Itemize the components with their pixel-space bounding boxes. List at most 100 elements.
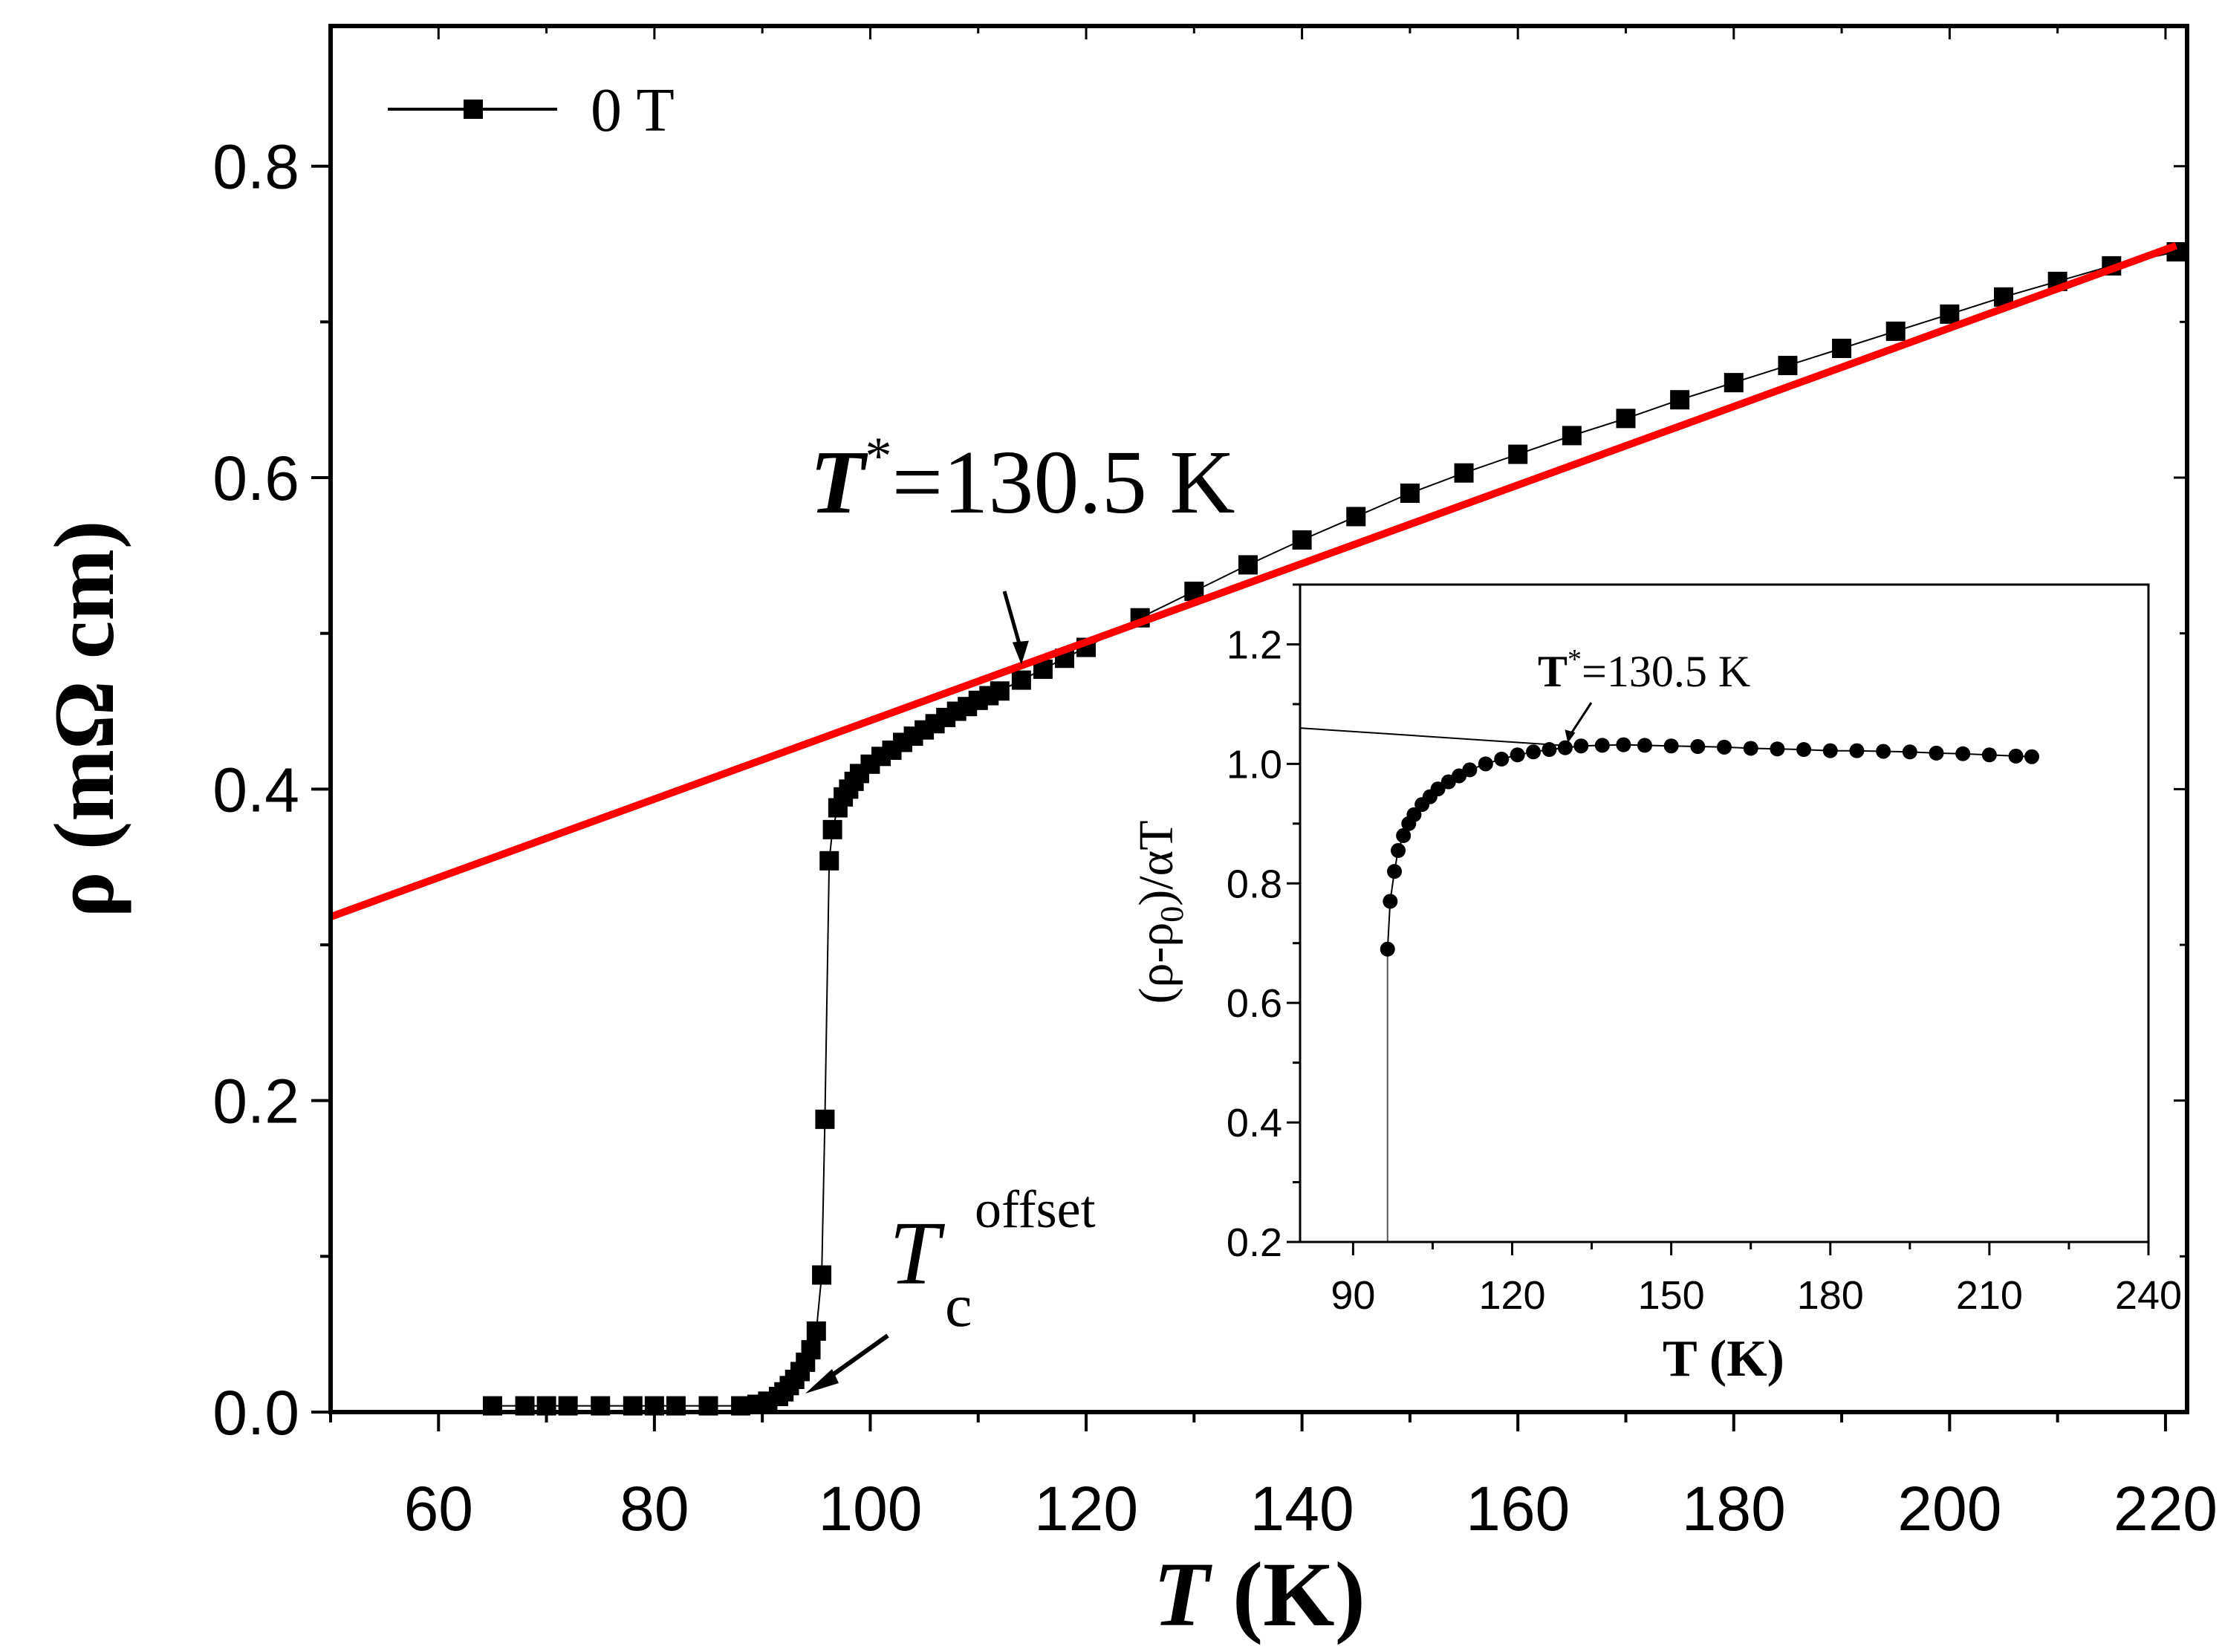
- y-tick-label: 0.0: [212, 1378, 299, 1448]
- x-axis-label-unit: (K): [1209, 1544, 1365, 1645]
- inset-series-point: [1955, 746, 1971, 761]
- inset-series-point: [2008, 748, 2024, 764]
- inset-series-point: [1478, 756, 1493, 772]
- main-data-series: [329, 241, 2186, 1416]
- tstar-symbol: T: [810, 432, 868, 533]
- y-tick-label: 0.6: [212, 443, 299, 513]
- inset-series-point: [1462, 762, 1478, 778]
- x-tick-label: 160: [1466, 1474, 1570, 1544]
- inset-series-point: [1770, 741, 1785, 757]
- inset-tstar-superscript: *: [1568, 644, 1582, 675]
- y-tick-label: 0.4: [212, 755, 299, 825]
- inset-x-tick-label: 150: [1638, 1273, 1705, 1318]
- inset-tangent-line: [1299, 727, 1571, 747]
- series-0T-point: [1670, 390, 1690, 410]
- series-0T-point: [822, 819, 842, 839]
- inset-axis-ticks: [1287, 583, 2150, 1255]
- x-tick-label: 120: [1034, 1474, 1138, 1544]
- inset-series-point: [1510, 747, 1525, 763]
- tstar-arrowhead: [1012, 640, 1029, 665]
- series-0T-point: [1885, 321, 1906, 341]
- inset-plot: 90 120 150 180 210 240 0.2 0.4 0.6 0.8 1.0 1.2 T (K…: [1129, 583, 2182, 1388]
- inset-series-point: [1557, 740, 1573, 755]
- inset-y-tick-label: 0.2: [1227, 1220, 1282, 1265]
- x-tick-label: 200: [1897, 1474, 2001, 1544]
- inset-series-point: [1743, 741, 1758, 756]
- inset-series-point: [1387, 864, 1403, 879]
- tstar-arrow: [1002, 591, 1024, 652]
- series-0T-point: [1616, 409, 1636, 429]
- inset-series-point: [1849, 743, 1865, 758]
- main-tick-labels: 60 80 100 120 140 160 180 200 220 0.0 0.2 0.4 0.6 0.8: [212, 132, 2218, 1544]
- inset-tstar-symbol: T: [1538, 647, 1568, 696]
- y-tick-label: 0.2: [212, 1067, 299, 1136]
- series-0T-point: [1832, 339, 1852, 359]
- inset-background: [1300, 585, 2148, 1242]
- x-tick-label: 220: [2114, 1474, 2218, 1544]
- x-axis-label-symbol: T: [1153, 1544, 1212, 1645]
- series-0T-point: [1562, 426, 1582, 446]
- inset-data-series: [1299, 727, 2039, 1242]
- inset-series-point: [1594, 738, 1610, 753]
- inset-y-label-subscript: 0: [1154, 906, 1190, 923]
- legend-label: 0 T: [591, 76, 675, 145]
- tstar-label: T*=130.5 K: [810, 426, 1235, 533]
- series-0T-point: [1940, 304, 1960, 324]
- main-plot-frame: [328, 24, 2189, 1414]
- inset-series-point: [1929, 745, 1944, 761]
- inset-series-point: [1663, 738, 1679, 754]
- inset-x-tick-label: 210: [1956, 1273, 2023, 1318]
- tstar-annotation: T*=130.5 K: [810, 426, 1235, 665]
- series-0T-point: [801, 1340, 821, 1360]
- inset-tstar-value: =130.5 K: [1582, 647, 1750, 696]
- inset-series-point: [2024, 749, 2039, 764]
- series-0T-point: [1724, 373, 1744, 393]
- inset-tstar-arrow: [1570, 702, 1593, 735]
- inset-series-point: [1573, 738, 1589, 754]
- inset-series-point: [1902, 744, 1917, 760]
- inset-x-tick-label: 240: [2115, 1273, 2182, 1318]
- inset-series-point: [1383, 894, 1398, 909]
- inset-tstar-label: T*=130.5 K: [1538, 644, 1750, 696]
- inset-series-point: [1391, 843, 1406, 859]
- inset-y-tick-label: 1.2: [1227, 622, 1282, 667]
- tstar-value: =130.5 K: [892, 432, 1235, 533]
- series-0T-point: [990, 681, 1010, 701]
- series-0T-point: [1292, 530, 1312, 550]
- x-tick-label: 80: [620, 1474, 689, 1544]
- inset-y-tick-label: 0.4: [1227, 1101, 1282, 1145]
- tc-subscript: c: [945, 1272, 972, 1339]
- x-tick-label: 60: [404, 1474, 473, 1544]
- inset-tick-labels: 90 120 150 180 210 240 0.2 0.4 0.6 0.8 1.0 1.2: [1227, 622, 2182, 1318]
- inset-y-axis-label: (ρ-ρ0)/αT: [1129, 820, 1190, 1004]
- series-0T-point: [1346, 507, 1366, 527]
- series-0T-point: [815, 1109, 835, 1129]
- legend: 0 T: [388, 76, 675, 145]
- inset-series-point: [1717, 739, 1732, 755]
- series-0T-point: [806, 1321, 826, 1341]
- inset-series-point: [1380, 941, 1395, 957]
- inset-series-point: [1396, 827, 1412, 843]
- series-0T-point: [812, 1265, 832, 1285]
- inset-series-point: [1526, 744, 1542, 760]
- inset-y-tick-label: 1.0: [1227, 742, 1282, 787]
- inset-series-point: [1494, 751, 1510, 767]
- inset-y-tick-label: 0.6: [1227, 981, 1282, 1026]
- inset-x-tick-label: 120: [1478, 1273, 1545, 1318]
- x-tick-label: 100: [818, 1474, 922, 1544]
- inset-series-point: [1616, 737, 1631, 752]
- tc-symbol: T: [889, 1203, 946, 1304]
- series-0T-point: [1238, 555, 1258, 575]
- inset-series-point: [1406, 807, 1422, 822]
- inset-series-point: [1822, 743, 1838, 758]
- inset-series-point: [1796, 742, 1812, 758]
- tc-superscript: offset: [975, 1180, 1096, 1239]
- inset-y-tick-label: 0.8: [1227, 862, 1282, 906]
- inset-series-point: [1690, 739, 1706, 755]
- inset-x-tick-label: 90: [1331, 1273, 1375, 1318]
- legend-marker-square: [464, 100, 483, 119]
- inset-x-axis-label: T (K): [1663, 1330, 1784, 1388]
- y-axis-label: ρ (mΩ cm): [37, 521, 132, 918]
- inset-series-point: [1981, 747, 1997, 763]
- inset-x-tick-label: 180: [1797, 1273, 1864, 1318]
